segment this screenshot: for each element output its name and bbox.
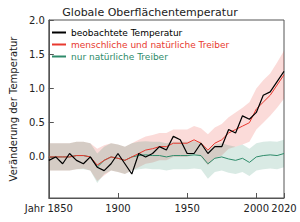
svg-text:0.0: 0.0 [29,151,45,162]
svg-text:1.5: 1.5 [29,49,45,60]
svg-text:0.5: 0.5 [29,117,45,128]
svg-text:1900: 1900 [105,203,130,214]
svg-text:nur natürliche Treiber: nur natürliche Treiber [71,52,168,62]
svg-text:2.0: 2.0 [29,15,45,26]
svg-text:Globale Oberflächentemperatur: Globale Oberflächentemperatur [62,6,238,19]
svg-text:Jahr 1850: Jahr 1850 [24,203,73,214]
svg-text:2000: 2000 [244,203,269,214]
svg-text:menschliche und natürliche Tre: menschliche und natürliche Treiber [71,40,230,50]
svg-text:1.0: 1.0 [29,83,45,94]
svg-text:1950: 1950 [174,203,199,214]
svg-text:Veränderung der Temperatur: Veränderung der Temperatur [8,36,19,182]
svg-text:2020: 2020 [271,203,296,214]
svg-text:beobachtete Temperatur: beobachtete Temperatur [71,28,183,38]
